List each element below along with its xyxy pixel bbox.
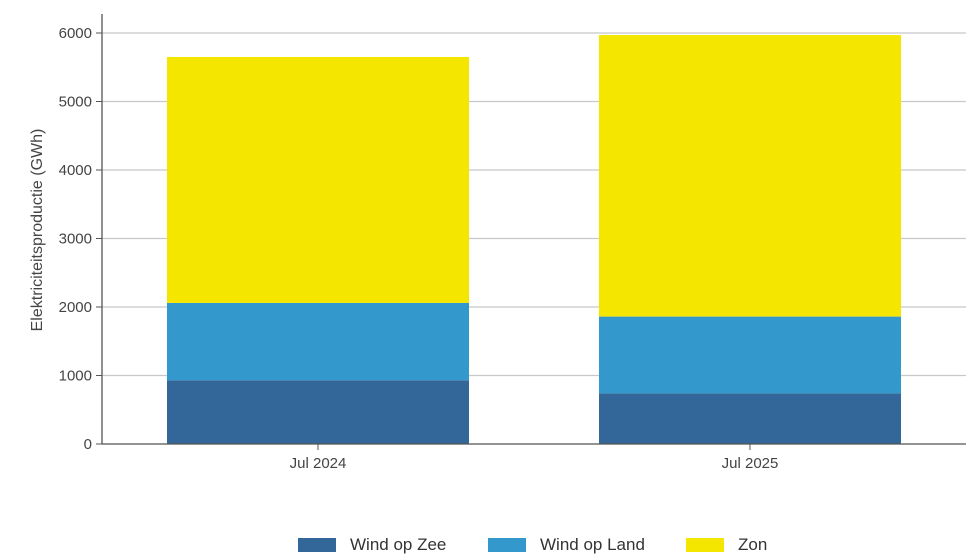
legend-item-wind-op-zee: Wind op Zee [298,534,446,556]
y-tick-label: 1000 [59,368,92,385]
bar-wind-op-zee-jul-2024 [167,380,469,444]
x-tick-label: Jul 2024 [290,455,347,472]
y-tick-label: 0 [84,436,92,453]
chart-plot: 0 1000 2000 3000 4000 5000 6000 Jul 2024 Jul 202… [29,14,966,472]
y-axis-title: Elektriciteitsproductie (GWh) [29,129,46,332]
y-tick-label: 3000 [59,231,92,248]
axes: 0 1000 2000 3000 4000 5000 6000 Jul 2024 Jul 202… [59,14,966,472]
legend-item-wind-op-land: Wind op Land [488,534,645,556]
bar-zon-jul-2025 [599,35,901,317]
legend-swatch-wind-op-land [488,538,526,552]
bar-wind-op-land-jul-2024 [167,302,469,381]
bar-wind-op-zee-jul-2025 [599,393,901,444]
legend-label-wind-op-zee: Wind op Zee [350,535,447,554]
legend-label-zon: Zon [738,535,768,554]
legend-swatch-wind-op-zee [298,538,336,552]
legend-label-wind-op-land: Wind op Land [540,535,645,554]
x-tick-label: Jul 2025 [722,455,779,472]
bar-wind-op-land-jul-2025 [599,316,901,394]
legend: Wind op Zee Wind op Land Zon [0,530,978,560]
legend-swatch-zon [686,538,724,552]
y-tick-label: 4000 [59,162,92,179]
y-tick-label: 5000 [59,94,92,111]
bars [167,35,901,444]
y-tick-label: 6000 [59,25,92,42]
bar-zon-jul-2024 [167,56,469,303]
legend-item-zon: Zon [686,534,767,556]
y-tick-label: 2000 [59,299,92,316]
